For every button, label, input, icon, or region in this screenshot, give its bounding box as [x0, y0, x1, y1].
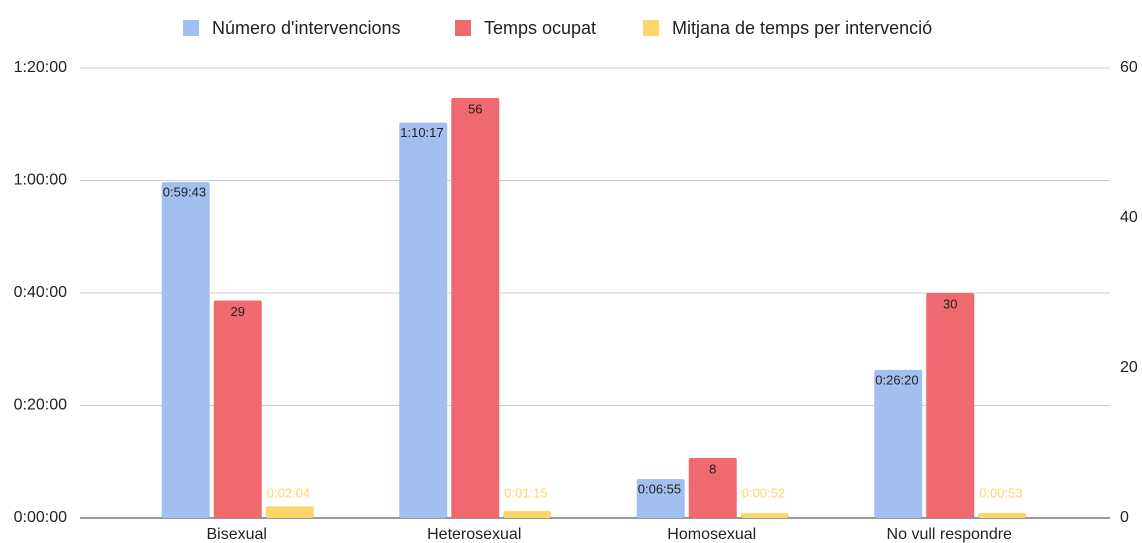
bar — [265, 506, 314, 518]
legend-label: Número d'intervencions — [212, 18, 401, 38]
data-label: 30 — [943, 296, 957, 311]
y-tick-label: 0:40:00 — [14, 284, 67, 301]
data-label: 0:59:43 — [163, 185, 206, 200]
y2-tick-label: 60 — [1120, 59, 1138, 76]
bar — [688, 458, 737, 518]
bar — [926, 293, 975, 518]
data-label: 0:00:52 — [742, 485, 785, 500]
data-label: 0:00:53 — [979, 485, 1022, 500]
legend-label: Temps ocupat — [484, 18, 596, 38]
bar — [213, 300, 262, 518]
x-tick-label: Homosexual — [667, 526, 756, 543]
legend-label: Mitjana de temps per intervenció — [672, 18, 932, 38]
legend-swatch — [183, 20, 199, 36]
data-label: 56 — [468, 101, 482, 116]
bar — [874, 369, 923, 518]
bar — [503, 510, 552, 518]
data-label: 1:10:17 — [400, 125, 443, 140]
y-tick-label: 1:20:00 — [14, 59, 67, 76]
bar — [740, 513, 789, 518]
bar — [399, 122, 448, 518]
bar — [978, 513, 1027, 518]
y-tick-label: 0:20:00 — [14, 397, 67, 414]
y2-tick-label: 20 — [1120, 359, 1138, 376]
legend-swatch — [455, 20, 471, 36]
x-tick-label: Bisexual — [207, 526, 267, 543]
data-label: 0:02:04 — [267, 485, 310, 500]
data-label: 0:06:55 — [638, 482, 681, 497]
bar — [161, 182, 210, 518]
y2-tick-label: 0 — [1120, 509, 1129, 526]
data-label: 8 — [709, 461, 716, 476]
bar — [451, 98, 500, 518]
y-tick-label: 0:00:00 — [14, 509, 67, 526]
x-tick-label: Heterosexual — [427, 526, 521, 543]
x-tick-label: No vull respondre — [887, 526, 1013, 543]
legend-swatch — [643, 20, 659, 36]
data-label: 0:01:15 — [504, 485, 547, 500]
data-label: 0:26:20 — [875, 372, 918, 387]
data-label: 29 — [231, 304, 245, 319]
y-tick-label: 1:00:00 — [14, 172, 67, 189]
y2-tick-label: 40 — [1120, 209, 1138, 226]
bar — [636, 479, 685, 518]
